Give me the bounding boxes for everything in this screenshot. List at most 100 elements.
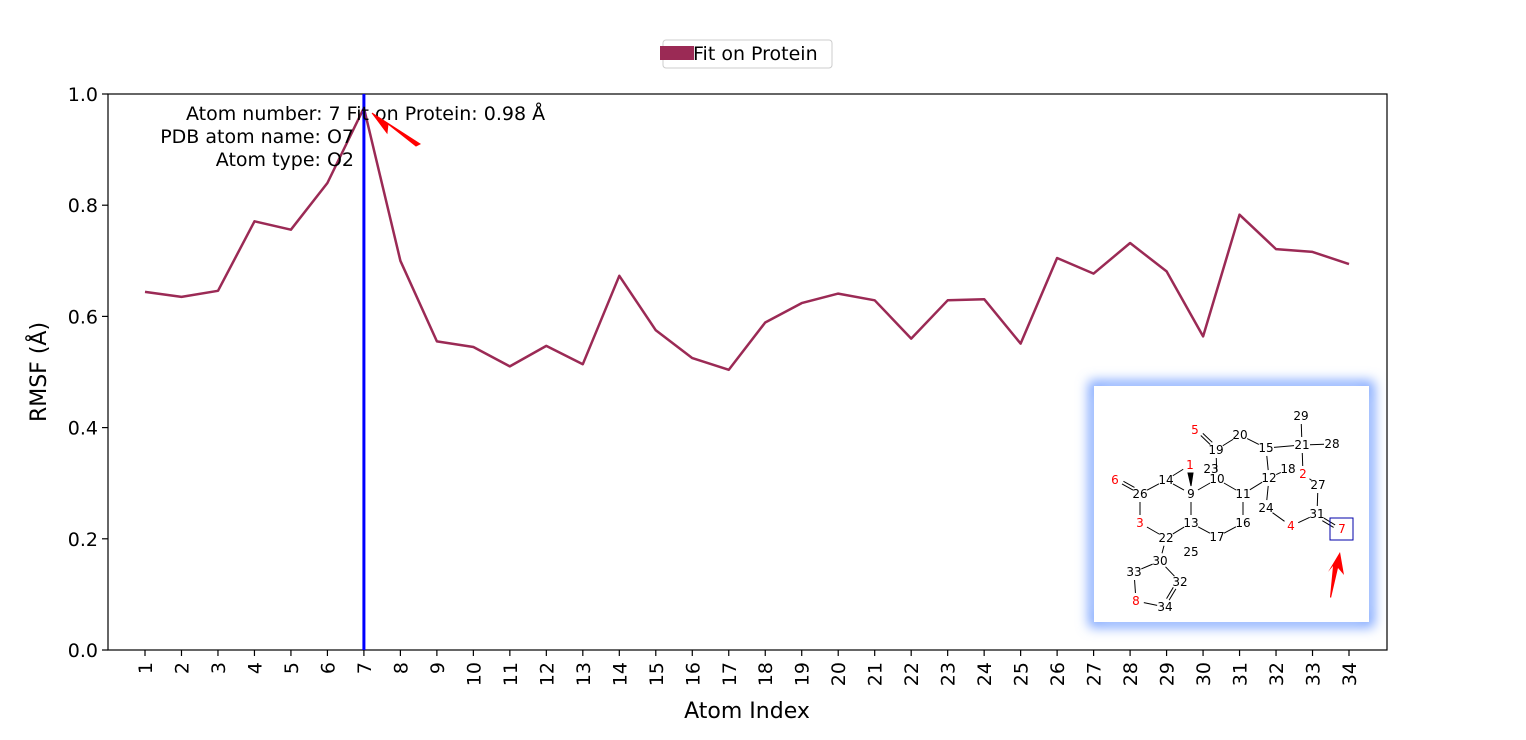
molecule-atom-label: 6 (1111, 473, 1119, 487)
molecule-bond (1161, 545, 1165, 554)
x-tick-label: 1 (135, 662, 157, 674)
x-tick-label: 27 (1084, 662, 1106, 686)
x-tick-label: 10 (463, 662, 485, 686)
molecule-bond (1222, 438, 1234, 447)
molecule-atom-label: 33 (1126, 565, 1141, 579)
x-tick-label: 29 (1157, 662, 1179, 686)
x-tick-label: 7 (354, 662, 376, 674)
y-axis-title: RMSF (Å) (25, 322, 52, 422)
molecule-bond (1200, 435, 1211, 445)
molecule-bond (1141, 563, 1153, 570)
molecule-bond (1223, 526, 1237, 534)
x-tick-label: 22 (901, 662, 923, 686)
x-tick-label: 23 (938, 662, 960, 686)
annotation-line-2: PDB atom name: O7 (160, 126, 354, 148)
x-tick-label: 18 (755, 662, 777, 686)
x-tick-label: 13 (573, 662, 595, 686)
molecule-atom-label: 13 (1183, 516, 1198, 530)
annotation-line-1: Atom number: 7 Fit on Protein: 0.98 Å (186, 102, 545, 125)
molecule-wedge-bond (1187, 472, 1194, 487)
x-tick-label: 34 (1339, 662, 1361, 686)
molecule-atom-label: 15 (1258, 441, 1273, 455)
molecule-bond (1165, 566, 1175, 577)
x-tick-label: 20 (828, 662, 850, 686)
plot-area (107, 93, 1388, 651)
y-tick-label: 1.0 (68, 84, 98, 106)
molecule-bond (1172, 483, 1185, 491)
y-tick-label: 0.2 (68, 529, 98, 551)
molecule-double-bond (1322, 520, 1334, 528)
molecule-atom-label: 2 (1299, 467, 1307, 481)
molecule-double-bond (1202, 432, 1213, 443)
molecule-atom-label: 3 (1136, 516, 1144, 530)
x-tick-label: 30 (1193, 662, 1215, 686)
molecule-atom-label: 17 (1209, 530, 1224, 544)
x-tick-label: 2 (171, 662, 193, 674)
annotation-line-3: Atom type: O2 (216, 149, 354, 171)
molecule-atom-label: 18 (1280, 462, 1295, 476)
molecule-atom-label: 23 (1203, 462, 1218, 476)
x-tick-label: 9 (427, 662, 449, 674)
legend-label: Fit on Protein (693, 43, 818, 65)
legend-swatch (660, 46, 694, 60)
x-tick-label: 3 (208, 662, 230, 674)
molecule-atom-label: 11 (1235, 487, 1250, 501)
y-axis: 0.0 0.2 0.4 0.6 0.8 1.0 (68, 84, 108, 662)
molecule-bond (1249, 481, 1263, 491)
molecule-bond (1266, 455, 1269, 471)
molecule-atom-label: 8 (1132, 594, 1140, 608)
molecule-bond (1146, 526, 1160, 535)
x-tick-label: 21 (865, 662, 887, 686)
molecule-bonds (1121, 423, 1336, 606)
molecule-atom-label: 29 (1293, 409, 1308, 423)
x-axis: 1 2 3 4 5 6 7 8 9 10 11 12 13 14 15 16 17 18 19 20 21 22 23 24 2… (135, 650, 1361, 686)
molecule-atom-label: 24 (1258, 501, 1273, 515)
molecule-atom-label: 5 (1191, 423, 1199, 437)
molecule-double-bond (1123, 480, 1135, 488)
molecule-atom-label: 12 (1261, 471, 1276, 485)
molecule-bond (1246, 438, 1260, 445)
molecule-atom-label: 9 (1187, 487, 1195, 501)
molecule-atom-label: 27 (1310, 478, 1325, 492)
molecule-atoms: 123 4567891011121314151617181920212223242… (1111, 409, 1346, 614)
molecule-atom-label: 25 (1183, 545, 1198, 559)
molecule-bond (1121, 483, 1134, 491)
x-axis-title: Atom Index (684, 699, 810, 724)
molecule-bond (1146, 483, 1160, 491)
molecule-atom-label: 34 (1157, 600, 1172, 614)
legend: Fit on Protein (660, 39, 833, 69)
molecule-bond (1168, 588, 1177, 601)
series-line-fit-on-protein (144, 106, 1350, 372)
x-tick-label: 25 (1011, 662, 1033, 686)
x-tick-label: 6 (317, 662, 339, 674)
y-tick-label: 0.6 (68, 306, 98, 328)
molecule-bond (1298, 516, 1310, 524)
molecule-bond (1223, 482, 1237, 491)
molecule-atom-label: 14 (1158, 473, 1173, 487)
molecule-atom-label: 26 (1132, 487, 1147, 501)
molecule-bond (1272, 512, 1285, 522)
molecule-bond (1266, 485, 1269, 501)
molecule-atom-label: 20 (1232, 428, 1247, 442)
x-tick-label: 8 (390, 662, 412, 674)
x-tick-label: 5 (281, 662, 303, 674)
molecule-bond (1197, 482, 1211, 491)
molecule-atom-label: 7 (1338, 522, 1346, 536)
x-tick-label: 17 (719, 662, 741, 686)
x-tick-label: 11 (500, 662, 522, 686)
x-tick-label: 33 (1303, 662, 1325, 686)
annotation: Atom number: 7 Fit on Protein: 0.98 Å PD… (160, 102, 545, 171)
molecule-atom-label: 32 (1172, 575, 1187, 589)
molecule-bond (1172, 468, 1184, 477)
x-tick-label: 16 (682, 662, 704, 686)
molecule-atom-label: 10 (1209, 472, 1224, 486)
x-tick-label: 31 (1230, 662, 1252, 686)
molecule-atom-label: 21 (1294, 438, 1309, 452)
molecule-atom-label: 31 (1309, 507, 1324, 521)
molecule-atom-label: 16 (1235, 516, 1250, 530)
x-tick-label: 4 (244, 662, 266, 674)
y-tick-label: 0.8 (68, 195, 98, 217)
x-tick-label: 28 (1120, 662, 1142, 686)
inset-arrow (1328, 552, 1344, 598)
